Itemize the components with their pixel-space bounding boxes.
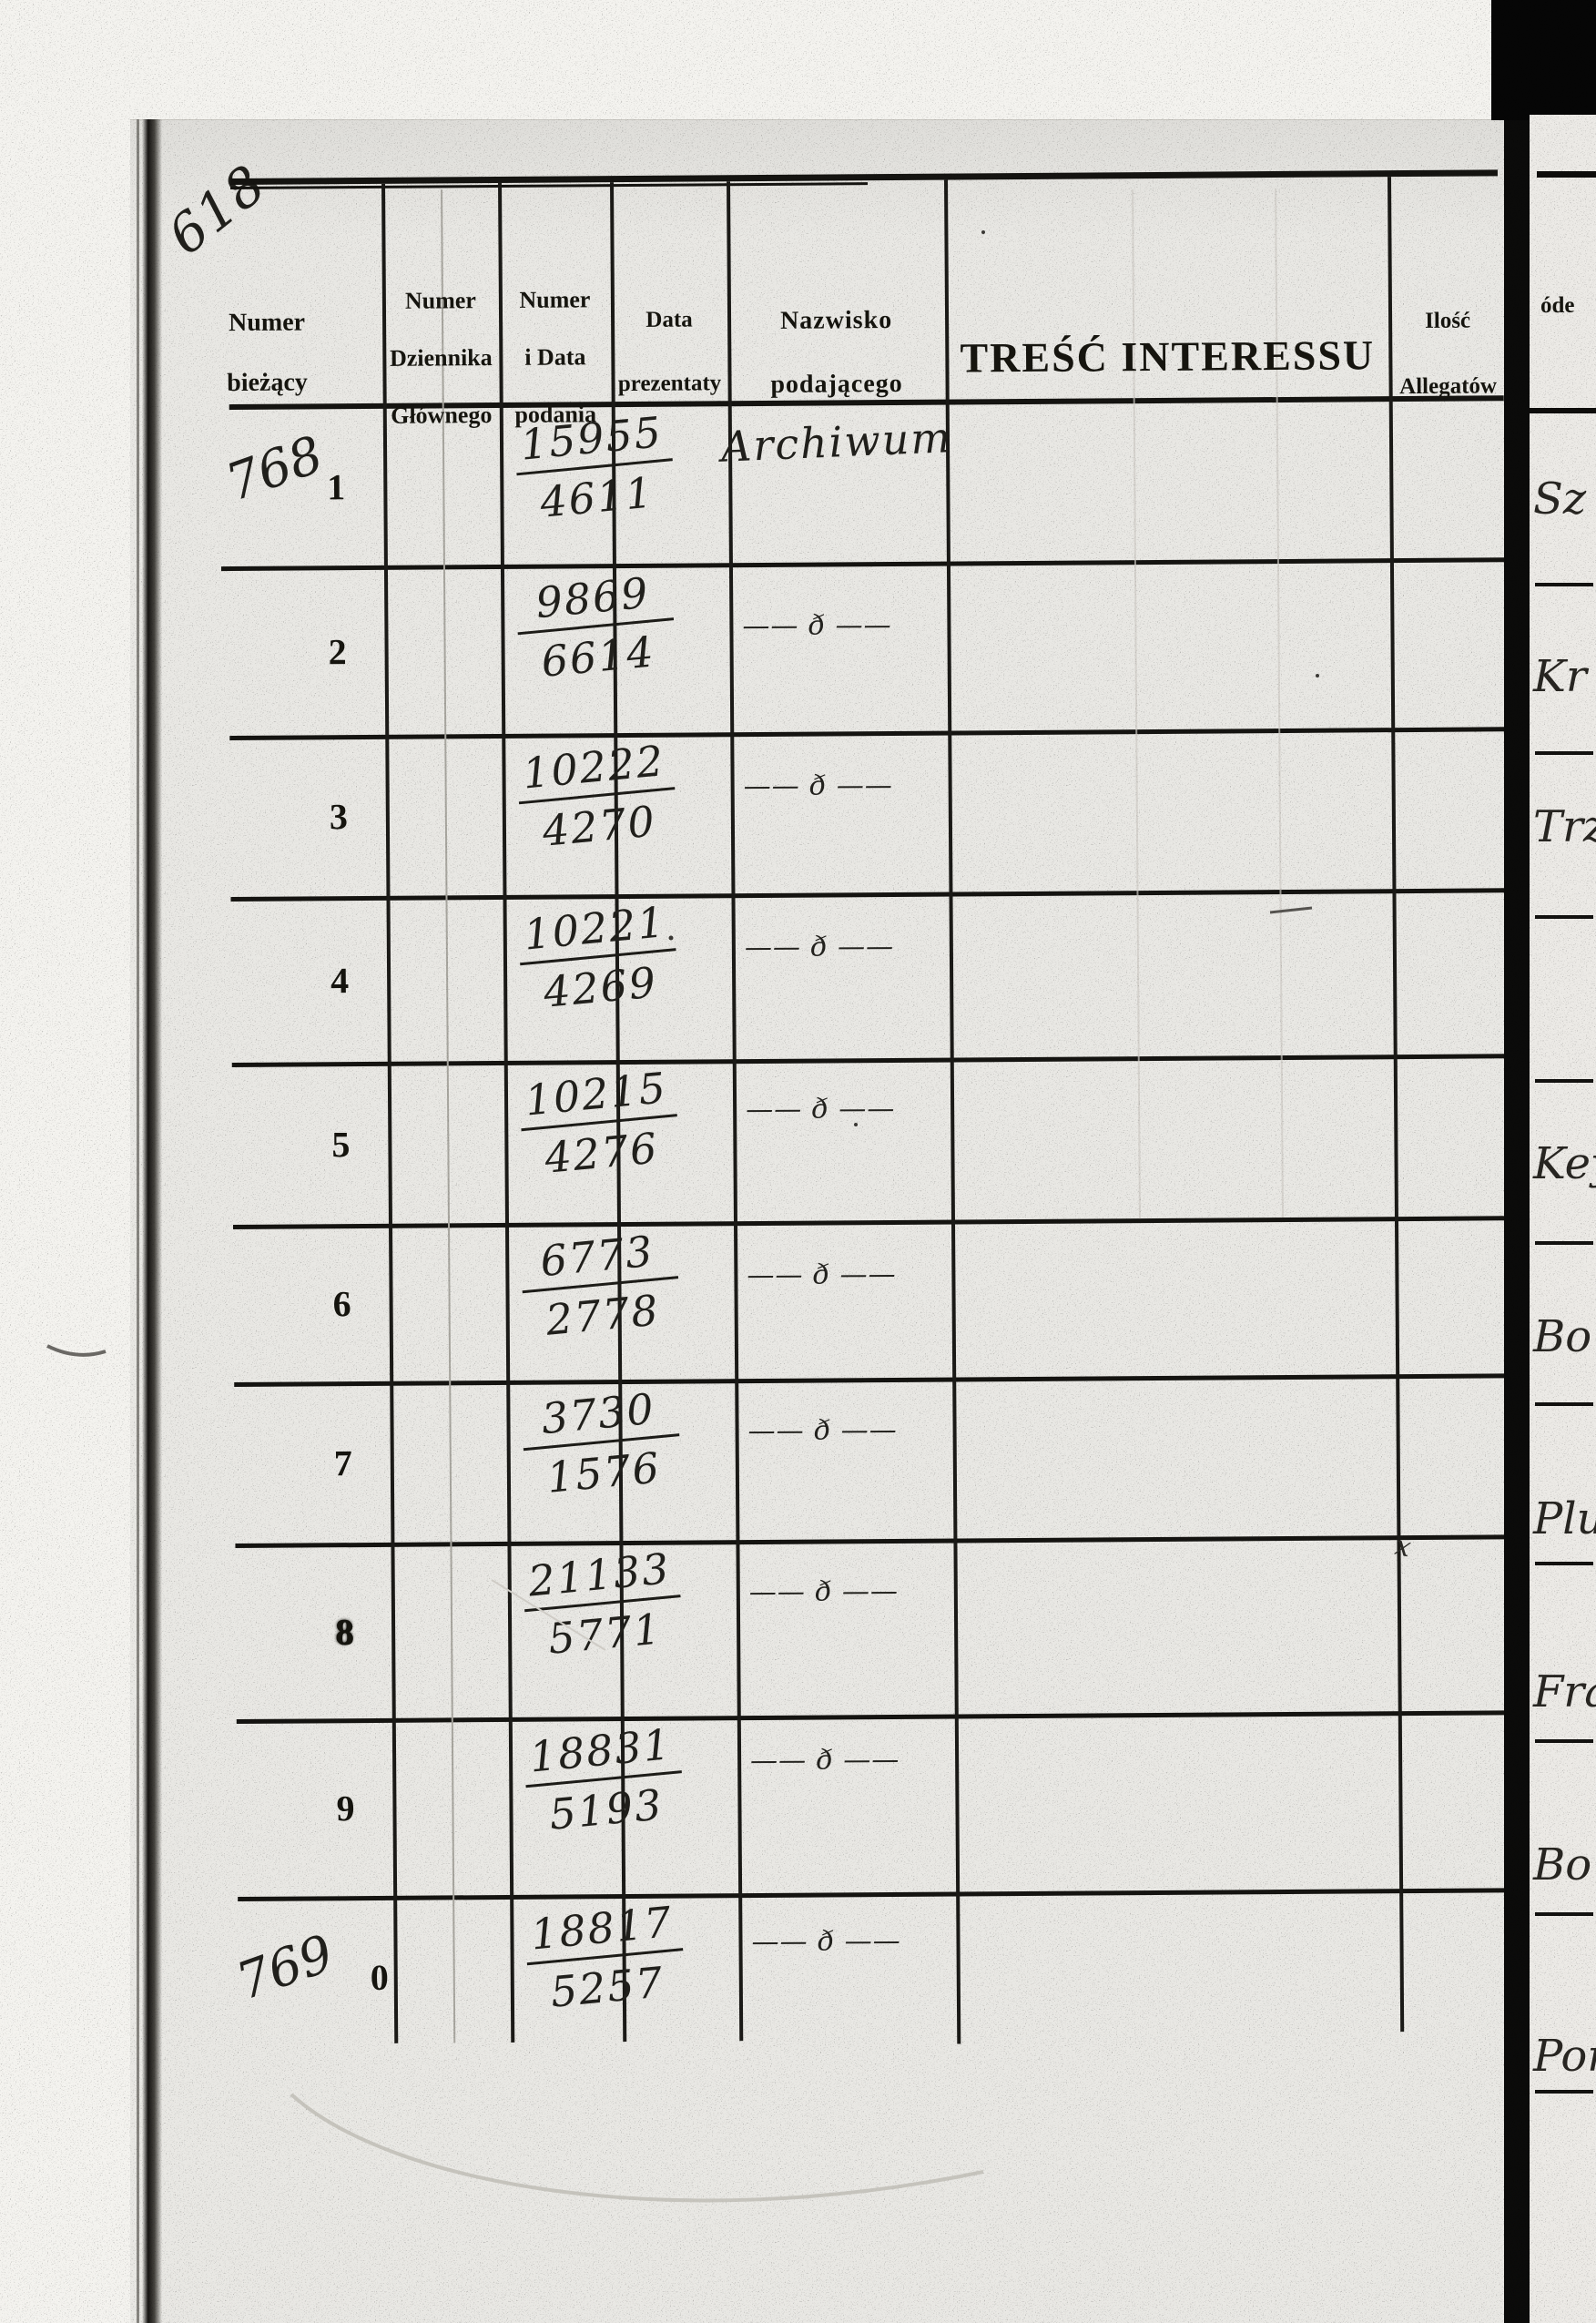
right-page-row-rule bbox=[1535, 751, 1593, 755]
header-tresc-interessu: TREŚĆ INTERESSU bbox=[960, 331, 1376, 382]
header-line: Nazwisko bbox=[779, 305, 893, 335]
row-number: 7 bbox=[333, 1442, 352, 1484]
row-number: 8 bbox=[334, 1611, 354, 1653]
header-line: Data bbox=[646, 307, 693, 332]
right-page-row-rule bbox=[1535, 1739, 1593, 1743]
header-nazwisko-podajacego: Nazwisko podającego bbox=[729, 289, 944, 418]
right-page-header-bottom-rule bbox=[1530, 408, 1596, 413]
table-row: 6 6773 2778 —— ð —— bbox=[7, 1216, 1596, 1384]
document-number-fraction: 3730 1576 bbox=[503, 1381, 699, 1506]
scan-dark-corner bbox=[1491, 0, 1596, 120]
table-row: 3 10222 4270 —— ð —— bbox=[4, 727, 1596, 899]
header-line: Numer bbox=[519, 286, 591, 313]
ditto-mark: —— ð —— bbox=[742, 608, 892, 643]
document-number-fraction: 15955 4611 bbox=[496, 405, 692, 531]
right-page-row-rule bbox=[1535, 583, 1593, 586]
nazwisko-value: Archiwum bbox=[719, 413, 953, 472]
table-row: 7 3730 1576 —— ð —— bbox=[8, 1373, 1596, 1545]
table-row: 768 1 15955 4611 Archiwum bbox=[2, 398, 1596, 568]
table-row: 769 0 18817 5257 —— ð —— bbox=[12, 1888, 1596, 2060]
right-page-row-rule bbox=[1535, 1562, 1593, 1565]
ditto-mark: —— ð —— bbox=[743, 769, 893, 803]
ditto-mark: —— ð —— bbox=[744, 930, 895, 964]
row-number: 5 bbox=[331, 1123, 351, 1165]
table-row: 5 10215 4276 —— ð —— bbox=[6, 1054, 1596, 1227]
row-number: 4 bbox=[330, 959, 350, 1001]
right-page-header-fragment: óde bbox=[1540, 293, 1575, 318]
document-number-fraction: 10215 4276 bbox=[501, 1061, 696, 1187]
right-page-entry: Sz bbox=[1533, 474, 1587, 525]
right-page-fragment: óde Sz Kr Trz Key Bo Plu Fra Bo Pora bbox=[1530, 115, 1596, 2323]
right-page-entry: Bo bbox=[1533, 1839, 1592, 1890]
right-page-row-rule bbox=[1535, 1912, 1593, 1916]
header-line: Ilość bbox=[1425, 308, 1471, 333]
header-numer-biezacy: Numer bieżący bbox=[153, 292, 381, 414]
right-page-entry: Kr bbox=[1533, 651, 1587, 702]
right-page-row-rule bbox=[1535, 2090, 1593, 2094]
header-line: i Data bbox=[524, 343, 586, 371]
row-number: 0 bbox=[370, 1956, 389, 1999]
ditto-mark: —— ð —— bbox=[748, 1574, 900, 1609]
document-number-fraction: 18817 5257 bbox=[506, 1895, 702, 2021]
table-row: 2 9869 6614 —— ð —— bbox=[3, 557, 1596, 738]
right-page-entry: Fra bbox=[1533, 1666, 1596, 1717]
right-page-row-rule bbox=[1535, 1241, 1593, 1245]
right-page-entry: Plu bbox=[1533, 1493, 1596, 1544]
document-number-fraction: 18831 5193 bbox=[505, 1717, 701, 1843]
document-number-fraction: 6773 2778 bbox=[502, 1223, 697, 1349]
header-line: Numer bbox=[228, 308, 306, 338]
right-page-row-rule bbox=[1535, 1402, 1593, 1406]
right-page-row-rule bbox=[1535, 915, 1593, 919]
header-line: Numer bbox=[404, 287, 476, 314]
table-row: 9 18831 5193 —— ð —— bbox=[11, 1710, 1596, 1899]
row-number: 2 bbox=[328, 630, 347, 673]
document-number-fraction: 10221 4269 bbox=[500, 895, 696, 1021]
right-page-entry: Key bbox=[1533, 1138, 1596, 1189]
row-number: 9 bbox=[336, 1788, 355, 1829]
row-number: 3 bbox=[329, 796, 349, 838]
document-number-fraction: 9869 6614 bbox=[497, 565, 693, 690]
row-number: 6 bbox=[332, 1283, 351, 1325]
row-number: 1 bbox=[327, 466, 346, 508]
header-data-prezentaty: Data prezentaty bbox=[613, 288, 727, 416]
ditto-mark: —— ð —— bbox=[747, 1258, 897, 1292]
document-number-fraction: 21133 5771 bbox=[504, 1542, 700, 1667]
right-page-entry: Trz bbox=[1533, 801, 1596, 852]
ditto-mark: —— ð —— bbox=[749, 1743, 900, 1778]
right-page-entry: Pora bbox=[1533, 2031, 1596, 2082]
ditto-mark: —— ð —— bbox=[747, 1413, 898, 1448]
header-line: bieżący bbox=[227, 368, 308, 398]
ditto-mark: —— ð —— bbox=[746, 1092, 896, 1126]
right-page-row-rule bbox=[1535, 1079, 1593, 1083]
table-row: 4 10221 4269 —— ð —— bbox=[5, 888, 1596, 1065]
right-page-entry: Bo bbox=[1533, 1311, 1592, 1362]
ditto-mark: —— ð —— bbox=[751, 1924, 901, 1959]
table-row: 8 21133 5771 —— ð —— bbox=[9, 1534, 1596, 1721]
header-line: Dziennika bbox=[389, 344, 493, 372]
document-number-fraction: 10222 4270 bbox=[499, 734, 695, 860]
folio-number: 618 bbox=[156, 152, 279, 268]
margin-number: 769 bbox=[229, 1923, 341, 2012]
right-page-top-rule bbox=[1537, 171, 1596, 178]
